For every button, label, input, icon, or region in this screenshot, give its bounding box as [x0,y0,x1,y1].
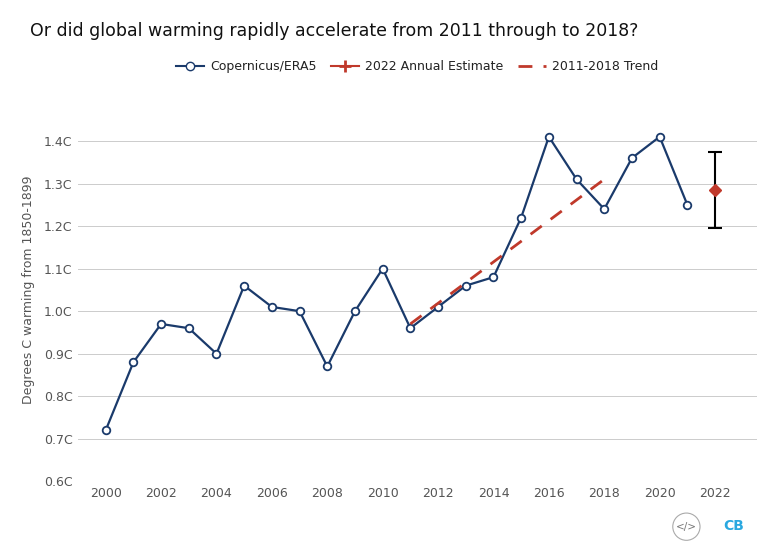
Point [432,302,445,311]
Legend: Copernicus/ERA5, 2022 Annual Estimate, 2011-2018 Trend: Copernicus/ERA5, 2022 Annual Estimate, 2… [171,55,664,78]
Point [404,324,417,333]
Point [293,307,306,316]
Point [183,324,195,333]
Text: CB: CB [723,519,743,533]
Point [266,302,278,311]
Point [349,307,361,316]
Point [321,362,334,371]
Point [543,132,555,141]
Text: </>: </> [676,522,697,532]
Point [515,213,527,222]
Point [238,281,250,290]
Point [654,132,666,141]
Point [127,358,140,366]
Point [155,319,168,328]
Point [459,281,472,290]
Point [681,200,693,209]
Text: Or did global warming rapidly accelerate from 2011 through to 2018?: Or did global warming rapidly accelerate… [30,22,639,40]
Point [598,205,611,213]
Point [211,350,223,358]
Y-axis label: Degrees C warming from 1850-1899: Degrees C warming from 1850-1899 [23,176,35,404]
Point [570,175,583,184]
Point [377,264,389,273]
Point [488,273,500,282]
Point [100,426,112,435]
Point [626,154,638,162]
